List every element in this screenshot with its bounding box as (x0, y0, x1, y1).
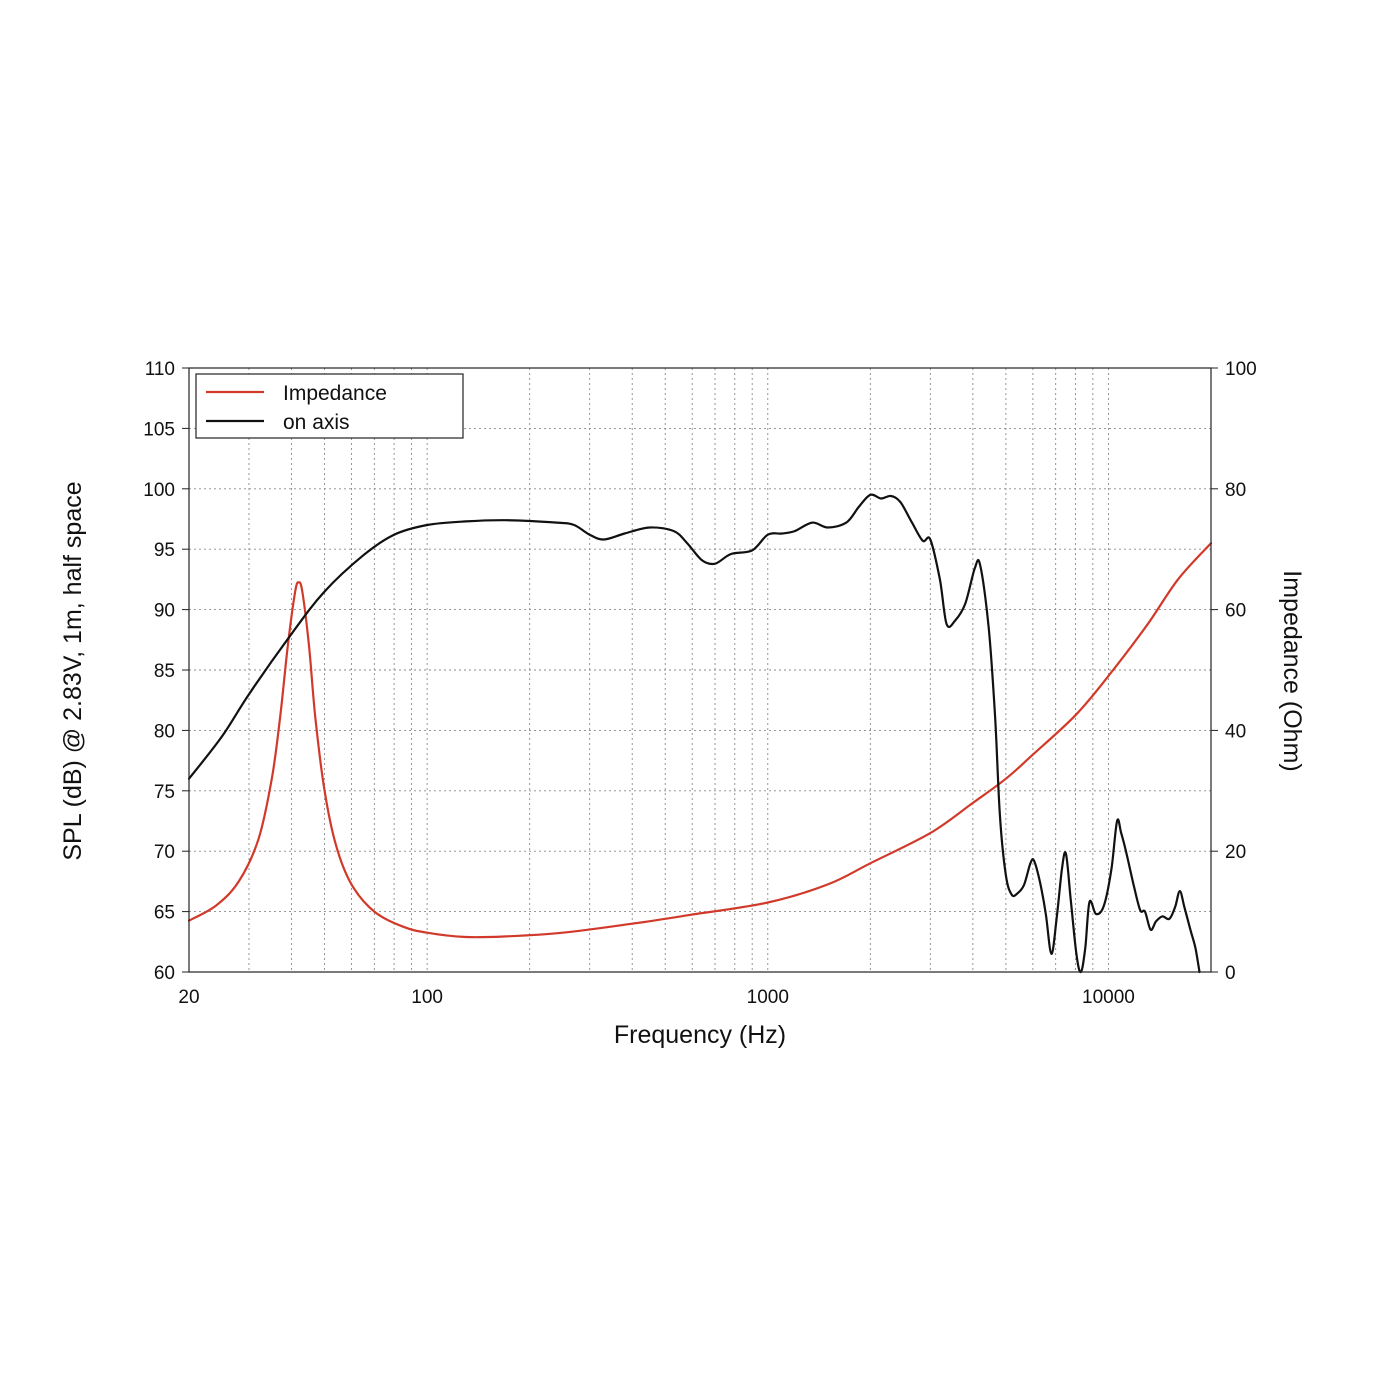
legend-box (195, 373, 464, 439)
x-tick-label: 100 (411, 987, 443, 1008)
y-axis-left-label: SPL (dB) @ 2.83V, 1m, half space (59, 481, 87, 860)
y-right-tick-label: 100 (1225, 359, 1257, 380)
x-tick-label: 10000 (1082, 987, 1135, 1008)
y-right-tick-label: 40 (1225, 721, 1246, 742)
y-left-tick-label: 65 (154, 903, 175, 924)
y-left-tick-label: 60 (154, 963, 175, 984)
y-left-tick-label: 90 (154, 601, 175, 622)
y-right-tick-label: 60 (1225, 601, 1246, 622)
tick-labels: 20 100 1000 10000 60 65 70 75 80 85 90 95 100 105 110 0… (143, 359, 1256, 1008)
x-axis-label: Frequency (Hz) (614, 1021, 786, 1049)
x-tick-label: 1000 (747, 987, 789, 1008)
legend: Impedance on axis (195, 373, 464, 439)
y-left-tick-label: 80 (154, 721, 175, 742)
y-left-tick-label: 85 (154, 661, 175, 682)
series-line-on-axis (187, 493, 1201, 974)
y-right-tick-label: 20 (1225, 842, 1246, 863)
y-left-tick-label: 100 (143, 480, 175, 501)
legend-label-impedance: Impedance (283, 382, 387, 405)
y-right-tick-label: 0 (1225, 963, 1236, 984)
y-left-tick-label: 70 (154, 842, 175, 863)
y-axis-right-label: Impedance (Ohm) (1278, 570, 1306, 771)
y-left-tick-label: 75 (154, 782, 175, 803)
series-layer (187, 493, 1213, 974)
y-left-tick-label: 105 (143, 419, 175, 440)
series-line-impedance (187, 542, 1213, 939)
y-left-tick-label: 95 (154, 540, 175, 561)
grid (189, 368, 1211, 972)
y-right-tick-label: 80 (1225, 480, 1246, 501)
y-left-tick-label: 110 (145, 359, 175, 380)
x-tick-label: 20 (178, 987, 199, 1008)
legend-label-on-axis: on axis (283, 411, 350, 434)
